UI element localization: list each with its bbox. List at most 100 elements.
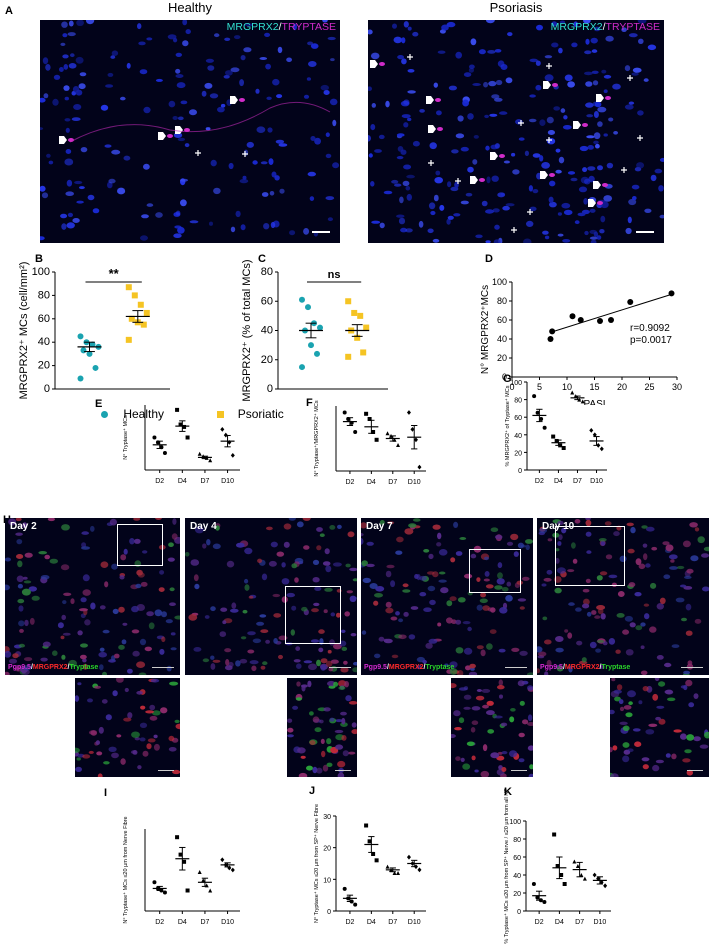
chart-k-point — [559, 873, 564, 877]
nucleus — [659, 214, 664, 219]
nucleus — [86, 20, 95, 25]
nucleus — [643, 553, 648, 561]
nucleus — [544, 235, 550, 240]
nucleus — [309, 740, 316, 746]
nucleus — [441, 24, 449, 31]
chart-e-y-label: N° Tryptase⁺ MCs — [122, 415, 129, 460]
nucleus — [251, 665, 257, 672]
nucleus — [605, 554, 613, 560]
scale-bar — [335, 770, 351, 771]
nucleus — [665, 753, 671, 758]
nucleus — [468, 67, 474, 73]
nucleus — [82, 589, 91, 596]
nucleus — [99, 605, 106, 610]
nucleus — [60, 42, 66, 46]
chart-b-y-tick-label: 80 — [38, 289, 50, 301]
chart-e-point — [175, 407, 180, 412]
plus-marker — [407, 54, 413, 60]
nucleus — [102, 629, 110, 634]
nucleus — [310, 639, 320, 643]
day-label: Day 4 — [190, 521, 217, 532]
nucleus — [80, 147, 88, 153]
nucleus — [584, 178, 591, 185]
chart-i-x-tick-label: D7 — [200, 919, 209, 926]
nucleus — [300, 755, 306, 759]
nucleus — [467, 113, 474, 120]
nucleus — [368, 153, 373, 158]
nucleus — [484, 556, 489, 561]
chart-f-x-tick-label: D4 — [367, 479, 376, 486]
chart-j-point — [342, 886, 347, 891]
nucleus — [139, 722, 148, 728]
nucleus — [558, 534, 563, 540]
nucleus — [658, 718, 666, 725]
nucleus — [585, 518, 591, 521]
panel-h-micrographs: Day 2 Pgp9.5/MRGPRX2/Tryptase Day 4 Day 7 Pg… — [0, 515, 711, 785]
nucleus — [345, 563, 351, 568]
chart-b-y-label: MRGPRX2⁺ MCs (cell/mm²) — [18, 262, 30, 400]
nucleus — [645, 563, 651, 568]
plus-marker — [546, 63, 552, 69]
nucleus — [414, 574, 419, 579]
nucleus — [518, 137, 525, 141]
nucleus — [75, 695, 80, 702]
nucleus — [494, 97, 503, 102]
nucleus — [57, 622, 64, 629]
nucleus — [328, 667, 334, 672]
nucleus — [337, 524, 342, 529]
nucleus — [332, 162, 340, 169]
chart-g-y-tick-label: 100 — [510, 380, 522, 387]
nucleus — [578, 186, 588, 193]
chart-b-y-tick-label: 60 — [38, 313, 50, 325]
nucleus — [419, 109, 425, 113]
nucleus — [537, 646, 543, 653]
nucleus — [31, 595, 40, 601]
stain-label: / — [423, 664, 426, 671]
nucleus — [574, 519, 581, 524]
nucleus — [475, 234, 483, 239]
nucleus — [627, 748, 634, 752]
nucleus — [259, 614, 267, 618]
nucleus — [209, 93, 219, 99]
nucleus — [383, 638, 389, 642]
nucleus — [370, 181, 375, 187]
chart-i-point — [152, 880, 157, 885]
nucleus — [460, 146, 469, 152]
chart-f-point — [385, 431, 390, 436]
nucleus — [215, 525, 220, 531]
plus-marker — [242, 151, 248, 157]
chart-j-point — [392, 871, 397, 875]
nucleus — [683, 586, 693, 590]
chart-d-point — [668, 290, 675, 297]
nucleus — [455, 51, 462, 59]
nucleus — [23, 664, 32, 671]
nucleus — [612, 83, 621, 90]
nucleus — [459, 537, 467, 540]
nucleus — [485, 584, 494, 589]
nucleus — [635, 625, 643, 631]
nucleus — [154, 609, 163, 617]
nucleus — [438, 571, 446, 575]
nucleus — [405, 185, 411, 191]
nucleus — [626, 522, 634, 527]
nucleus — [205, 58, 214, 63]
nucleus — [101, 699, 108, 704]
day-micrograph: Day 10 Pgp9.5/MRGPRX2/Tryptase — [537, 518, 709, 675]
nucleus — [558, 47, 563, 54]
nucleus — [694, 618, 702, 624]
nucleus — [465, 665, 471, 671]
nucleus — [387, 521, 395, 525]
nucleus — [333, 681, 339, 687]
nucleus — [670, 559, 675, 563]
nucleus — [593, 111, 599, 118]
nucleus — [310, 136, 316, 141]
nucleus — [296, 663, 302, 669]
nucleus — [81, 531, 89, 535]
nucleus — [423, 549, 430, 553]
nucleus — [40, 127, 44, 131]
nucleus — [80, 597, 87, 603]
nucleus — [62, 54, 69, 59]
nucleus — [9, 658, 17, 664]
panel-letter-b: B — [35, 253, 43, 265]
nucleus — [320, 658, 328, 664]
